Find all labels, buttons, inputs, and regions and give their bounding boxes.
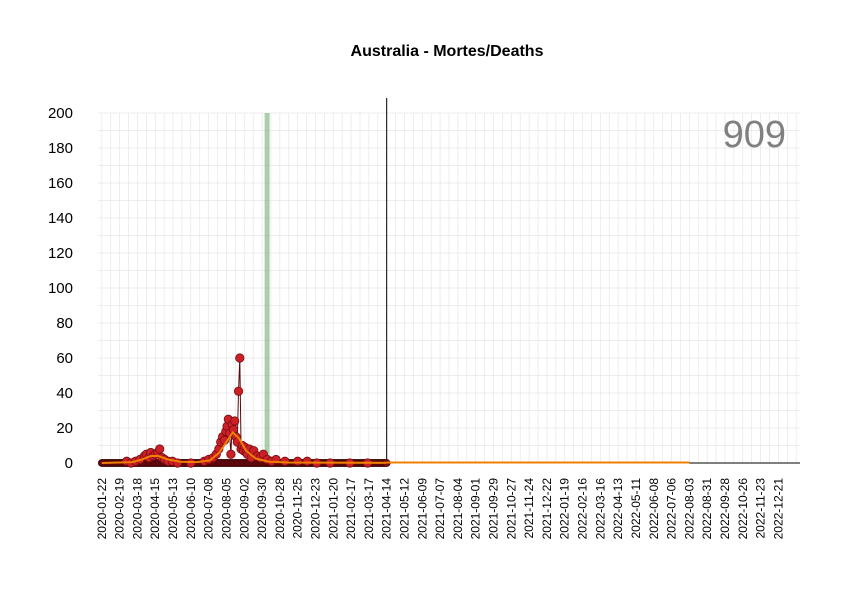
x-tick-label: 2022-01-19 (558, 478, 572, 540)
y-tick-label: 0 (65, 455, 73, 472)
x-tick-label: 2022-03-16 (593, 478, 607, 540)
x-tick-label: 2020-04-15 (148, 478, 162, 540)
x-tick-label: 2020-11-25 (291, 478, 305, 539)
x-tick-label: 2020-09-02 (237, 478, 251, 540)
x-tick-label: 2021-07-07 (433, 478, 447, 540)
data-point (302, 456, 312, 466)
y-tick-label: 60 (56, 350, 73, 367)
y-tick-label: 200 (48, 105, 73, 122)
x-tick-label: 2021-02-17 (344, 478, 358, 540)
x-tick-label: 2021-01-20 (326, 478, 340, 540)
x-tick-label: 2020-07-08 (202, 478, 216, 540)
smooth-line (101, 430, 387, 464)
y-tick-label: 80 (56, 315, 73, 332)
x-tick-label: 2020-05-13 (166, 478, 180, 540)
x-tick-label: 2022-11-23 (754, 478, 768, 539)
x-tick-label: 2022-08-03 (682, 478, 696, 540)
x-tick-label: 2021-03-17 (362, 478, 376, 540)
x-tick-label: 2022-06-08 (647, 478, 661, 540)
x-axis-ticks: 2020-01-22 2020-02-19 2020-03-18 2020-04-15… (95, 478, 786, 540)
highlight-band-rect (264, 113, 270, 463)
x-tick-label: 2022-05-11 (629, 478, 643, 539)
x-tick-label: 2022-02-16 (576, 478, 590, 540)
y-tick-label: 140 (48, 210, 73, 227)
y-tick-label: 20 (56, 420, 73, 437)
highlight-band (264, 113, 270, 463)
data-point (233, 386, 244, 396)
y-axis-ticks: 0 20 40 60 80 100 120 140 160 180 200 (48, 105, 73, 472)
x-tick-label: 2022-08-31 (700, 478, 714, 540)
x-tick-label: 2021-08-04 (451, 478, 465, 540)
x-tick-label: 2020-02-19 (113, 478, 127, 540)
x-tick-label: 2020-09-30 (255, 478, 269, 540)
x-tick-label: 2020-06-10 (184, 478, 198, 540)
x-tick-label: 2020-08-05 (219, 478, 233, 540)
x-tick-label: 2021-04-14 (380, 478, 394, 540)
x-tick-label: 2020-01-22 (95, 478, 109, 540)
x-tick-label: 2022-04-13 (611, 478, 625, 540)
x-tick-label: 2022-12-21 (771, 478, 785, 540)
y-tick-label: 180 (48, 140, 73, 157)
x-tick-label: 2022-09-28 (718, 478, 732, 540)
x-tick-label: 2021-05-12 (397, 478, 411, 540)
x-tick-label: 2022-10-26 (736, 478, 750, 540)
x-tick-label: 2021-11-24 (522, 478, 536, 539)
total-deaths-label: 909 (723, 114, 786, 156)
x-tick-label: 2020-10-28 (273, 478, 287, 540)
data-point (226, 449, 236, 459)
x-tick-label: 2021-09-29 (487, 478, 501, 540)
y-tick-label: 120 (48, 245, 73, 262)
smooth-curve (101, 430, 690, 464)
chart-title: Australia - Mortes/Deaths (351, 43, 544, 60)
x-tick-label: 2021-06-09 (415, 478, 429, 540)
x-tick-label: 2021-10-27 (504, 478, 518, 540)
data-point (293, 456, 303, 466)
grid (98, 112, 800, 464)
x-tick-label: 2020-03-18 (130, 478, 144, 540)
y-tick-label: 100 (48, 280, 73, 297)
data-point (155, 444, 165, 454)
x-tick-label: 2021-12-22 (540, 478, 554, 540)
x-tick-label: 2022-07-06 (665, 478, 679, 540)
x-tick-label: 2020-12-23 (308, 478, 322, 540)
x-tick-label: 2021-09-01 (469, 478, 483, 540)
y-tick-label: 40 (56, 385, 73, 402)
data-point (235, 353, 245, 363)
data-point (230, 416, 240, 426)
y-tick-label: 160 (48, 175, 73, 192)
